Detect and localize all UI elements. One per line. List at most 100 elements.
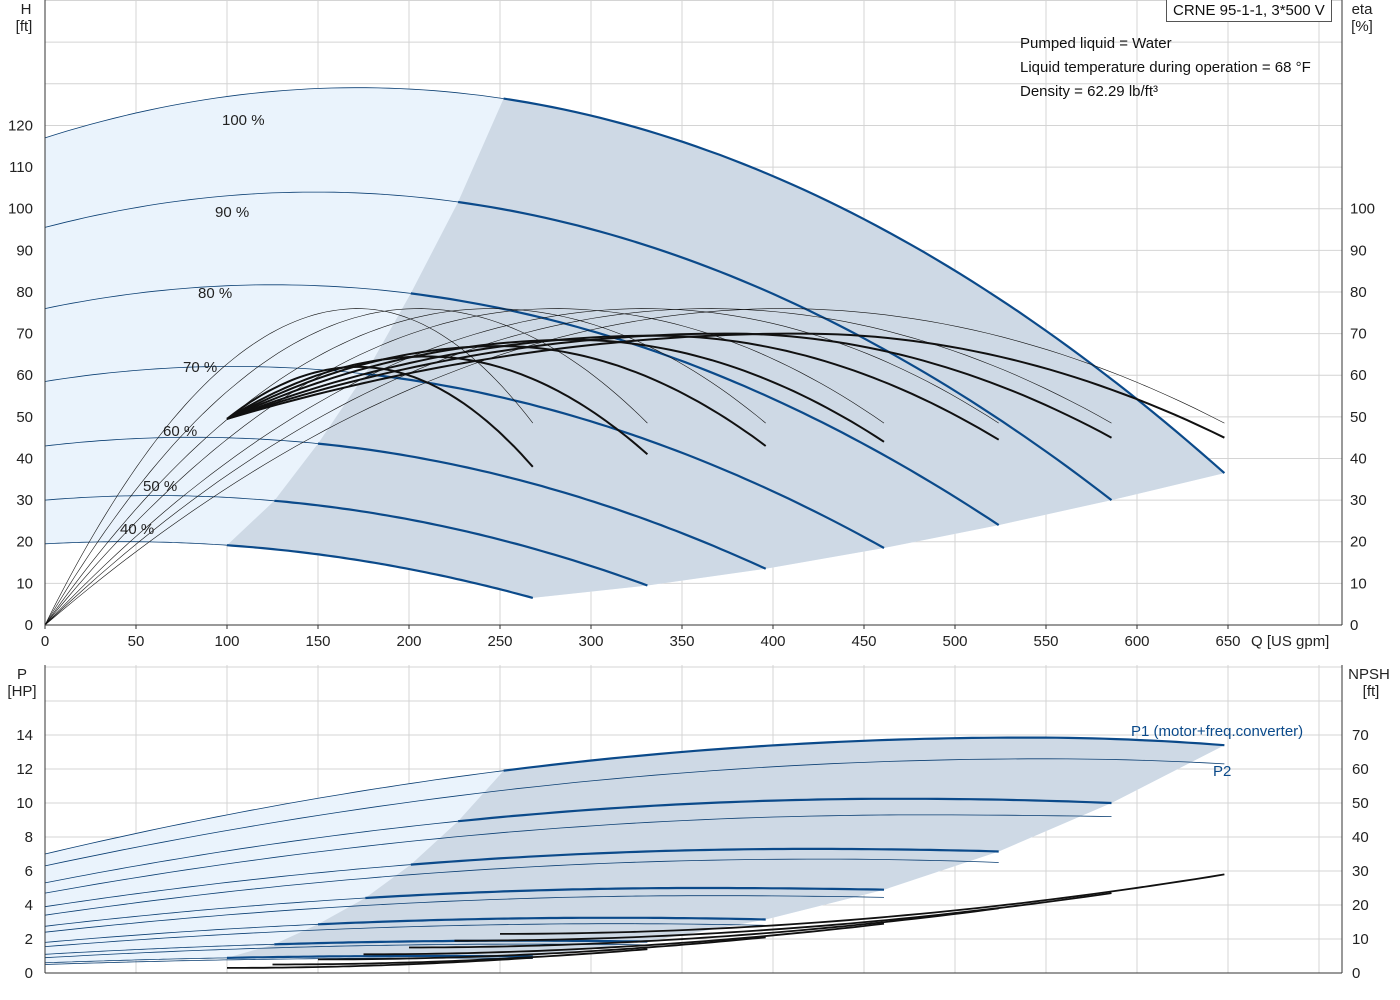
y-left-tick-label: 0	[25, 617, 33, 634]
top-curves: 100 % 90 % 80 % 70 % 60 % 50 % 40 %	[44, 87, 1226, 626]
efficiency-curve-thin	[44, 308, 885, 626]
y-right-tick-label: 60	[1350, 367, 1367, 384]
p1-curve	[503, 736, 1225, 772]
p1-curve	[317, 916, 766, 926]
speed-label: 100 %	[222, 112, 265, 129]
p2-curve	[44, 923, 766, 947]
y-right-tick-label: 0	[1350, 617, 1358, 634]
p1-curve-extended	[44, 864, 411, 908]
y-left-tick-label: 70	[16, 326, 33, 343]
power-tick-label: 4	[25, 897, 33, 914]
power-tick-label: 12	[16, 761, 33, 778]
y-right-tick-label: 90	[1350, 242, 1367, 259]
x-tick-label: 450	[851, 633, 876, 650]
y-right-unit-bottom-2: [ft]	[1363, 683, 1380, 700]
y-left-tick-label: 60	[16, 367, 33, 384]
y-left-unit-bottom-2: [HP]	[7, 683, 36, 700]
y-left-tick-label: 40	[16, 450, 33, 467]
x-tick-label: 500	[942, 633, 967, 650]
info-pumped-liquid: Pumped liquid = Water	[1020, 35, 1172, 52]
npsh-curve	[500, 873, 1225, 935]
info-block: Pumped liquid = Water Liquid temperature…	[1020, 32, 1311, 104]
head-curve	[410, 292, 1000, 527]
y-left-tick-label: 30	[16, 492, 33, 509]
operating-range-region	[227, 98, 1225, 598]
npsh-tick-label: 30	[1352, 863, 1369, 880]
bottom-operating-regions	[45, 737, 1225, 963]
npsh-curve	[272, 948, 648, 966]
y-left-tick-label: 80	[16, 284, 33, 301]
p1-curve-extended	[44, 770, 504, 855]
y-right-unit-top-2: [%]	[1351, 18, 1373, 35]
head-curve-extended	[44, 87, 504, 139]
p2-curve	[44, 814, 1112, 894]
y-left-tick-label: 20	[16, 534, 33, 551]
y-left-tick-label: 110	[9, 159, 33, 176]
npsh-curve	[454, 892, 1112, 942]
head-curve	[503, 97, 1226, 474]
efficiency-curve	[226, 355, 649, 456]
npsh-tick-label: 50	[1352, 795, 1369, 812]
p2-curve	[44, 758, 1225, 867]
head-curve-extended	[44, 284, 411, 309]
x-tick-label: 200	[396, 633, 421, 650]
p1-curve-extended	[44, 897, 366, 927]
power-operating-region	[227, 737, 1225, 958]
power-tick-label: 14	[16, 727, 33, 744]
y-right-tick-label: 30	[1350, 492, 1367, 509]
p2-curve	[44, 943, 648, 959]
y-left-unit-top-2: [ft]	[16, 18, 33, 35]
head-efficiency-panel: 100 %90 %80 %70 %60 %50 %40 % 0 50 100 150 2…	[8, 0, 1375, 650]
x-tick-label: 0	[41, 633, 49, 650]
efficiency-curve	[226, 345, 767, 447]
pump-title: CRNE 95-1-1, 3*500 V	[1166, 0, 1332, 22]
efficiency-curve	[226, 332, 1112, 439]
speed-label: 60 %	[163, 423, 197, 440]
efficiency-curve	[226, 338, 885, 443]
y-left-tick-label: 10	[16, 575, 33, 592]
y-left-unit-top-1: H	[21, 1, 32, 18]
info-density: Density = 62.29 lb/ft³	[1020, 83, 1158, 100]
power-tick-label: 10	[16, 795, 33, 812]
head-curve	[274, 499, 648, 587]
p2-curve	[44, 895, 885, 933]
npsh-tick-label: 10	[1352, 931, 1369, 948]
head-curve-extended	[44, 191, 459, 228]
x-tick-label: 550	[1033, 633, 1058, 650]
npsh-curve	[318, 936, 766, 961]
x-tick-label: 250	[487, 633, 512, 650]
head-curve	[226, 544, 534, 599]
y-right-tick-label: 50	[1350, 409, 1367, 426]
legend-p1: P1 (motor+freq.converter)	[1131, 723, 1303, 740]
info-liquid-temperature: Liquid temperature during operation = 68…	[1020, 59, 1311, 76]
y-left-tick-label: 100	[8, 201, 33, 218]
power-tick-label: 8	[25, 829, 33, 846]
y-left-tick-label: 50	[16, 409, 33, 426]
x-axis-label: Q [US gpm]	[1251, 633, 1329, 650]
speed-label: 80 %	[198, 285, 232, 302]
y-right-unit-bottom-1: NPSH	[1348, 666, 1390, 683]
legend-p2: P2	[1213, 763, 1231, 780]
efficiency-curve	[226, 332, 1225, 439]
y-right-tick-label: 20	[1350, 534, 1367, 551]
x-tick-label: 650	[1215, 633, 1240, 650]
p1-curve-extended	[44, 957, 228, 964]
npsh-tick-label: 40	[1352, 829, 1369, 846]
power-tick-label: 6	[25, 863, 33, 880]
x-tick-label: 150	[305, 633, 330, 650]
npsh-tick-label: 0	[1352, 965, 1360, 982]
npsh-tick-label: 60	[1352, 761, 1369, 778]
y-left-unit-bottom-1: P	[17, 666, 27, 683]
y-right-tick-label: 10	[1350, 575, 1367, 592]
power-npsh-panel: 0 2 4 6 8 10 12 14 0 10 20 30 40 50 60 70 P [HP] NPSH […	[7, 665, 1390, 982]
top-operating-regions	[45, 87, 1225, 598]
p1-curve	[410, 847, 999, 866]
head-curve-extended	[44, 495, 275, 502]
power-tick-label: 0	[25, 965, 33, 982]
x-tick-label: 100	[214, 633, 239, 650]
npsh-tick-label: 20	[1352, 897, 1369, 914]
efficiency-curve-thin	[44, 308, 1225, 626]
y-right-unit-top-1: eta	[1352, 1, 1374, 18]
top-tick-labels: 0 50 100 150 200 250 300 350 400 450 500 550 600 6500…	[8, 117, 1375, 650]
